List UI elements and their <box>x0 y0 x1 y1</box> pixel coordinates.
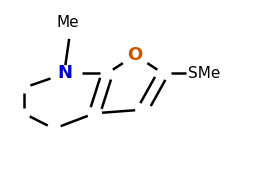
Text: O: O <box>127 46 142 64</box>
Text: Me: Me <box>56 15 79 30</box>
Text: SMe: SMe <box>188 66 220 81</box>
Text: N: N <box>58 64 73 82</box>
